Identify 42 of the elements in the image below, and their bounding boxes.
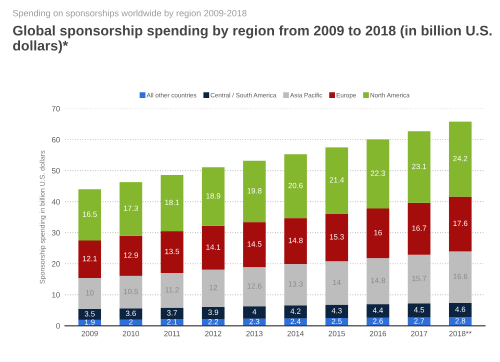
bar	[284, 305, 307, 318]
bar	[408, 254, 430, 304]
chart-subtitle: Spending on sponsorships worldwide by region 2009-2018	[12, 10, 246, 18]
bar	[202, 226, 225, 270]
bar	[325, 261, 348, 305]
bar	[243, 222, 266, 268]
bar	[120, 182, 142, 236]
bar	[448, 122, 472, 197]
bar	[284, 264, 307, 306]
bar	[366, 208, 390, 258]
chart-title: Global sponsorship spending by region from 2009 to 2018 (in billion U.S. dollars)*	[13, 25, 492, 54]
bar	[202, 306, 225, 319]
bar	[408, 202, 430, 255]
bar	[78, 240, 102, 278]
bar	[408, 303, 430, 318]
bar	[160, 231, 184, 274]
bar	[325, 304, 348, 318]
bar	[120, 236, 142, 276]
bar	[243, 160, 266, 222]
bar	[202, 270, 225, 307]
bar	[160, 308, 184, 320]
bar	[243, 306, 266, 319]
bar	[284, 154, 307, 218]
bar	[448, 196, 472, 252]
bar	[120, 276, 142, 308]
bar	[325, 147, 348, 214]
bar	[160, 175, 184, 232]
bar	[448, 251, 472, 303]
bar	[78, 189, 102, 240]
bar	[366, 139, 390, 209]
bar	[366, 304, 390, 318]
bar	[366, 258, 390, 304]
bar	[448, 302, 472, 318]
bar	[120, 308, 142, 320]
bar	[408, 131, 430, 203]
bar	[284, 218, 307, 264]
bar	[78, 309, 102, 320]
bar	[243, 267, 266, 306]
bar	[202, 167, 225, 226]
bar	[325, 214, 348, 262]
bar	[78, 278, 102, 310]
bar	[160, 273, 184, 308]
